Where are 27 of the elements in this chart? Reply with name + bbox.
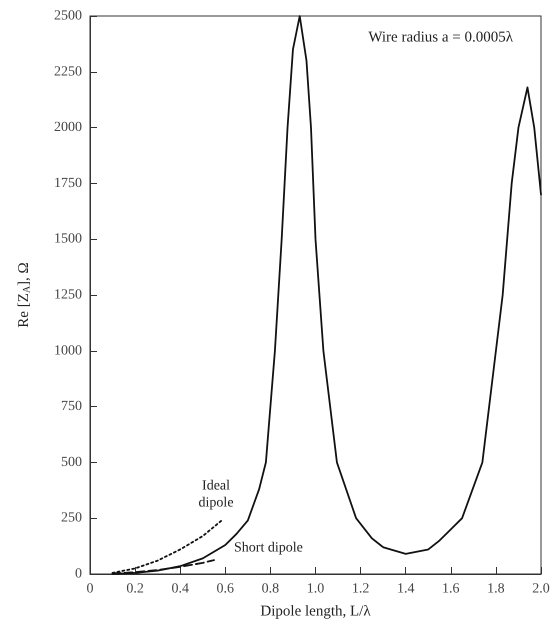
x-tick-label: 1.6: [442, 582, 460, 596]
y-tick-label: 500: [61, 454, 82, 470]
x-axis-title: Dipole length, L/λ: [260, 604, 372, 620]
y-tick-label: 750: [61, 399, 82, 414]
x-tick-label: 1.2: [352, 582, 370, 596]
annotation: Wire radius a = 0.0005λ: [368, 30, 514, 46]
x-tick-label: 1.0: [306, 582, 324, 596]
y-axis-title: Re [ZA], Ω: [16, 262, 32, 328]
x-tick-label: 0.2: [126, 582, 144, 596]
x-tick-label: 0.8: [262, 582, 280, 596]
y-tick-label: 2500: [54, 8, 82, 24]
y-tick-label: 1250: [54, 288, 82, 302]
y-tick-label: 1500: [54, 232, 82, 247]
y-tick-label: 2250: [54, 64, 82, 80]
series-label: Short dipole: [234, 540, 303, 556]
y-tick-label: 250: [61, 510, 82, 526]
x-tick-label: 1.4: [396, 582, 414, 596]
y-tick-label: 0: [75, 566, 82, 582]
x-tick-label: 0.6: [216, 582, 234, 596]
series-label: Ideal dipole: [198, 478, 234, 510]
x-tick-label: 1.8: [487, 582, 505, 596]
x-tick-label: 0: [86, 582, 94, 596]
x-tick-label: 0.4: [171, 582, 189, 596]
x-tick-label: 2.0: [532, 582, 550, 596]
y-tick-label: 1000: [54, 343, 82, 358]
y-tick-label: 2000: [54, 120, 82, 136]
y-tick-label: 1750: [54, 176, 82, 191]
